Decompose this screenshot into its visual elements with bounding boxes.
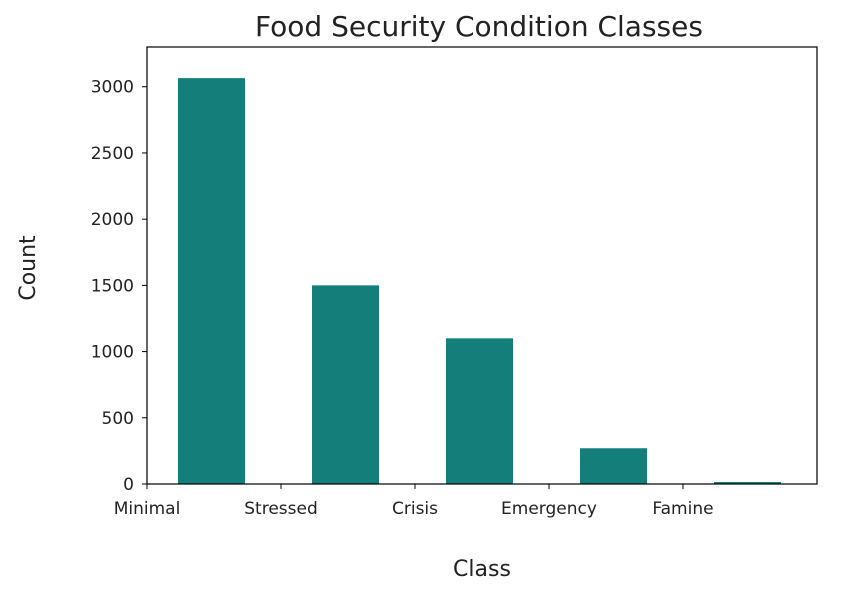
- y-tick-label: 2500: [91, 144, 134, 164]
- bar-minimal: [178, 78, 245, 485]
- y-tick-label: 1000: [91, 343, 134, 363]
- y-tick-label: 500: [102, 409, 134, 429]
- x-tick-label: Minimal: [114, 499, 181, 519]
- x-axis-ticks: Minimal Stressed Crisis Emergency Famine: [114, 484, 714, 519]
- bar-stressed: [312, 285, 379, 484]
- x-tick-label: Crisis: [392, 499, 438, 519]
- bar-crisis: [446, 338, 513, 484]
- y-tick-label: 1500: [91, 276, 134, 296]
- y-tick-label: 2000: [91, 210, 134, 230]
- x-tick-label: Stressed: [244, 499, 318, 519]
- x-axis-label: Class: [453, 557, 511, 582]
- bar-famine: [714, 482, 781, 484]
- plot-frame: [146, 46, 818, 485]
- chart-title: Food Security Condition Classes: [255, 10, 703, 43]
- x-tick-label: Famine: [652, 499, 713, 519]
- bars-group: [178, 78, 781, 485]
- y-tick-label: 3000: [91, 78, 134, 98]
- y-axis-ticks: 0 500 1000 1500 2000 2500 3000: [91, 78, 147, 495]
- y-tick-label: 0: [123, 475, 134, 495]
- y-axis-label: Count: [16, 235, 41, 301]
- bar-emergency: [580, 448, 647, 484]
- x-tick-label: Emergency: [501, 499, 597, 519]
